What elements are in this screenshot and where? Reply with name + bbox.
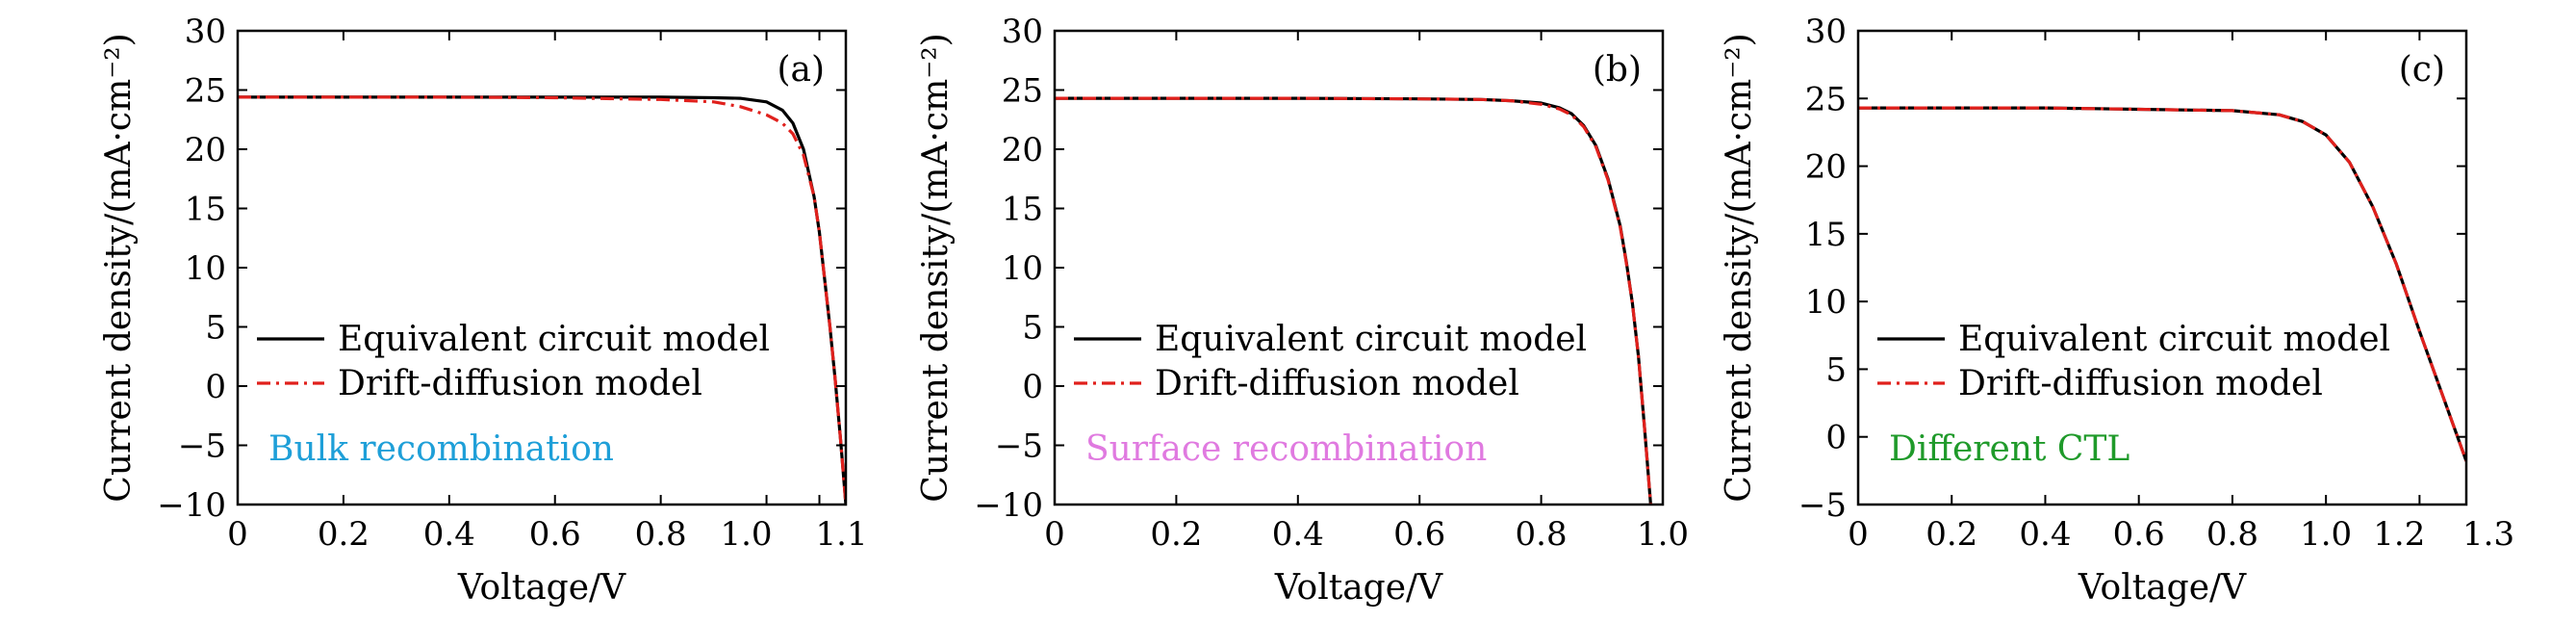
y-tick-label: 5 (205, 309, 226, 348)
x-tick-label: 0.6 (2113, 515, 2165, 554)
x-tick-label: 0 (1044, 515, 1065, 554)
y-tick-label: 30 (185, 13, 226, 51)
y-tick-label: 15 (185, 191, 226, 229)
y-tick-label: 5 (1022, 309, 1043, 348)
chart-panel-2: 0 0.2 0.4 0.6 0.8 1.0 −10 −5 0 5 10 15 20 25 30 Voltage… (916, 13, 1689, 608)
annotation-text: Bulk recombination (268, 429, 614, 469)
legend: Equivalent circuit model Drift-diffusion … (257, 320, 770, 403)
x-tick-label: 0.8 (1516, 515, 1568, 554)
x-tick-label: 0.4 (423, 515, 475, 554)
series-line-2 (238, 95, 846, 505)
y-tick-label: 10 (1805, 283, 1847, 322)
y-tick-label: −10 (974, 486, 1043, 525)
y-tick-label: 25 (1805, 80, 1847, 118)
x-axis-title: Voltage/V (1274, 568, 1443, 608)
y-tick-label: 20 (185, 131, 226, 169)
legend-label-2: Drift-diffusion model (1958, 364, 2323, 403)
y-tick-label: 15 (1805, 216, 1847, 254)
x-axis-title: Voltage/V (2078, 568, 2247, 608)
plot-frame (1856, 29, 2468, 506)
annotation-text: Surface recombination (1085, 429, 1487, 469)
y-tick-label: 25 (1002, 72, 1043, 111)
x-tick-label: 1.0 (2300, 515, 2352, 554)
x-tick-label: 1.2 (2373, 515, 2425, 554)
y-tick-label: 0 (1825, 419, 1847, 457)
panel-label: (c) (2399, 50, 2445, 90)
y-tick-label: −10 (157, 486, 226, 525)
y-tick-label: −5 (178, 428, 226, 466)
y-tick-label: 30 (1805, 13, 1847, 51)
x-tick-label: 0.6 (1393, 515, 1445, 554)
legend-label-2: Drift-diffusion model (338, 364, 702, 403)
y-tick-label: 0 (205, 368, 226, 406)
x-tick-label: 0.4 (1272, 515, 1324, 554)
x-tick-label: 0.8 (2206, 515, 2258, 554)
series-line-2 (1858, 106, 2466, 462)
panel-label: (b) (1593, 50, 1642, 90)
y-tick-label: 20 (1002, 131, 1043, 169)
legend: Equivalent circuit model Drift-diffusion … (1074, 320, 1587, 403)
annotation-text: Different CTL (1889, 429, 2130, 469)
x-tick-label: 1.0 (720, 515, 772, 554)
y-axis-title: Current density/(mA·cm⁻²) (99, 33, 139, 502)
y-axis-title: Current density/(mA·cm⁻²) (1720, 33, 1759, 502)
x-tick-label: 0.6 (529, 515, 581, 554)
x-tick-label: 0.2 (1150, 515, 1202, 554)
series-line-1 (1858, 106, 2466, 462)
y-axis-title: Current density/(mA·cm⁻²) (916, 33, 956, 502)
x-tick-label: 0.4 (2019, 515, 2071, 554)
legend-label-1: Equivalent circuit model (1155, 320, 1587, 359)
legend-label-1: Equivalent circuit model (338, 320, 770, 359)
legend-label-2: Drift-diffusion model (1155, 364, 1519, 403)
y-tick-label: 0 (1022, 368, 1043, 406)
y-tick-label: 30 (1002, 13, 1043, 51)
series-line-2 (1055, 96, 1652, 505)
x-tick-label: 0.2 (318, 515, 370, 554)
chart-panel-1: 0 0.2 0.4 0.6 0.8 1.0 1.1 −10 −5 0 5 10 15 20 25 30 Volt… (99, 13, 868, 608)
x-tick-label: 0 (227, 515, 248, 554)
y-tick-label: 15 (1002, 191, 1043, 229)
x-tick-label: 0.2 (1926, 515, 1977, 554)
y-tick-label: −5 (995, 428, 1043, 466)
x-tick-label: 1.1 (816, 515, 868, 554)
y-tick-label: 5 (1825, 350, 1847, 389)
legend-label-1: Equivalent circuit model (1958, 320, 2390, 359)
x-tick-label: 0 (1848, 515, 1869, 554)
legend: Equivalent circuit model Drift-diffusion … (1877, 320, 2390, 403)
y-tick-label: −5 (1798, 486, 1847, 525)
x-tick-label: 1.3 (2462, 515, 2514, 554)
x-tick-label: 1.0 (1637, 515, 1689, 554)
y-tick-label: 10 (185, 249, 226, 288)
y-tick-label: 20 (1805, 148, 1847, 187)
panel-label: (a) (777, 50, 825, 90)
y-tick-label: 25 (185, 72, 226, 111)
chart-panel-3: 0 0.2 0.4 0.6 0.8 1.0 1.2 1.3−5051015202530Volt… (1720, 13, 2514, 608)
y-tick-label: 10 (1002, 249, 1043, 288)
x-axis-title: Voltage/V (457, 568, 626, 608)
x-tick-label: 0.8 (635, 515, 687, 554)
